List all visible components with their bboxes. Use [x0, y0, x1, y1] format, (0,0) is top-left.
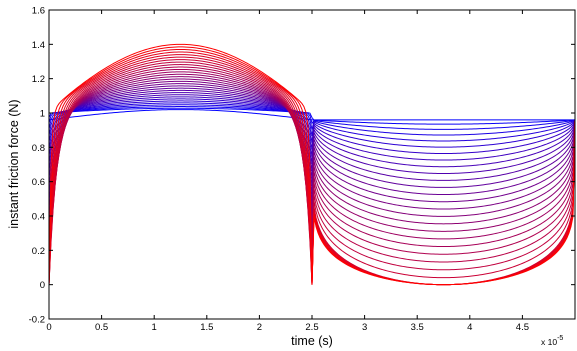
series-line	[48, 100, 576, 148]
x-tick-label: 1	[152, 322, 157, 333]
x-tick-label: 4.5	[516, 322, 529, 333]
y-ticks: -0.2 0 0.2 0.4 0.6 0.8 1 1.2 1.4 1.6	[29, 6, 575, 326]
x-tick-label: 3.5	[411, 322, 424, 333]
x-tick-label: 4	[467, 322, 472, 333]
series-line	[48, 109, 575, 121]
y-tick-label: 1.4	[32, 40, 45, 51]
y-tick-label: -0.2	[29, 315, 45, 326]
y-tick-label: 0.4	[32, 212, 45, 223]
x-multiplier-base: x 10	[541, 337, 557, 347]
series-group	[48, 43, 576, 286]
x-tick-label: 0.5	[95, 322, 108, 333]
series-line	[48, 104, 576, 136]
y-tick-label: 0	[40, 280, 45, 291]
x-multiplier: x 10-5	[541, 335, 563, 347]
y-tick-label: 1.6	[32, 6, 45, 17]
x-axis-label: time (s)	[291, 334, 333, 348]
x-tick-label: 3	[362, 322, 367, 333]
y-tick-label: 1	[40, 109, 45, 120]
x-tick-label: 1.5	[200, 322, 213, 333]
series-line	[48, 43, 576, 286]
series-line	[48, 102, 576, 142]
x-tick-label: 2	[257, 322, 262, 333]
y-tick-label: 0.8	[32, 143, 45, 154]
x-tick-label: 2.5	[305, 322, 318, 333]
x-ticks: 0 0.5 1 1.5 2 2.5 3 3.5 4 4.5	[46, 10, 529, 333]
y-tick-label: 0.2	[32, 246, 45, 257]
y-axis-label: instant friction force (N)	[7, 99, 21, 228]
series-line	[48, 106, 576, 130]
series-line	[48, 107, 576, 125]
x-tick-label: 0	[46, 322, 51, 333]
x-multiplier-exponent: -5	[557, 335, 563, 342]
y-tick-label: 0.6	[32, 177, 45, 188]
y-tick-label: 1.2	[32, 74, 45, 85]
